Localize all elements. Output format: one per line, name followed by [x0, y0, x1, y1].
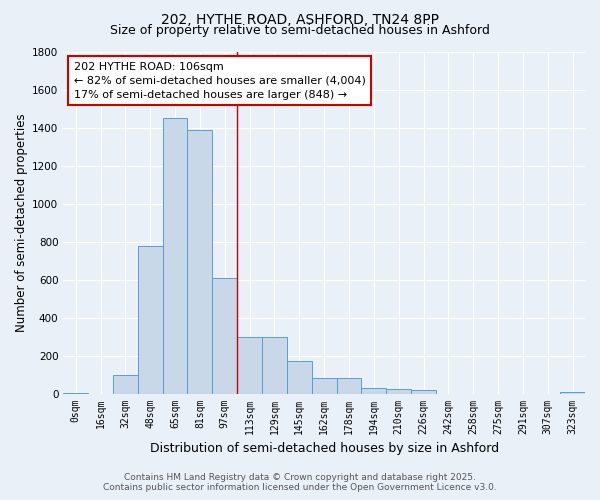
Bar [212, 278, 237, 394]
Bar [163, 118, 187, 394]
Bar [287, 362, 312, 394]
Bar [138, 246, 163, 394]
Bar [262, 338, 287, 394]
Text: Contains HM Land Registry data © Crown copyright and database right 2025.
Contai: Contains HM Land Registry data © Crown c… [103, 473, 497, 492]
Bar [337, 378, 361, 394]
Bar [63, 392, 88, 394]
Y-axis label: Number of semi-detached properties: Number of semi-detached properties [15, 113, 28, 332]
Bar [187, 130, 212, 394]
Bar [312, 378, 337, 394]
Bar [113, 374, 138, 394]
Bar [560, 392, 585, 394]
Text: 202, HYTHE ROAD, ASHFORD, TN24 8PP: 202, HYTHE ROAD, ASHFORD, TN24 8PP [161, 12, 439, 26]
X-axis label: Distribution of semi-detached houses by size in Ashford: Distribution of semi-detached houses by … [149, 442, 499, 455]
Bar [361, 388, 386, 394]
Bar [237, 336, 262, 394]
Text: Size of property relative to semi-detached houses in Ashford: Size of property relative to semi-detach… [110, 24, 490, 37]
Bar [411, 390, 436, 394]
Bar [386, 389, 411, 394]
Text: 202 HYTHE ROAD: 106sqm
← 82% of semi-detached houses are smaller (4,004)
17% of : 202 HYTHE ROAD: 106sqm ← 82% of semi-det… [74, 62, 365, 100]
